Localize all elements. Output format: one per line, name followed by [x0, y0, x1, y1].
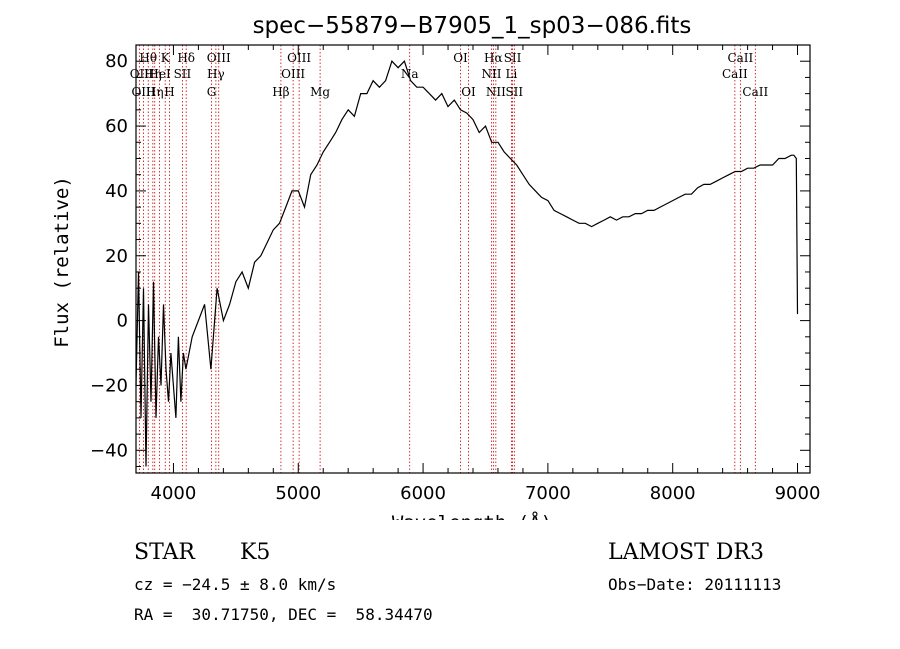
y-tick-label: 0 [117, 311, 128, 332]
y-axis-label: Flux (relative) [51, 176, 73, 348]
reference-line-label: SII [505, 85, 523, 99]
reference-line-label: OI [461, 85, 476, 99]
reference-line-label: H [164, 85, 174, 99]
x-tick-label: 8000 [650, 483, 696, 504]
x-axis-label: Wavelength (Å) [392, 511, 552, 520]
reference-line-label: Li [506, 67, 518, 81]
reference-line-label: OII [130, 67, 150, 81]
reference-line-label: Hβ [272, 85, 289, 99]
reference-line-label: CaII [727, 51, 753, 65]
x-tick-label: 7000 [525, 483, 571, 504]
reference-line-label: OIII [287, 51, 311, 65]
reference-line-label: Hγ [207, 67, 225, 81]
y-tick-label: −20 [90, 375, 128, 396]
reference-lines [138, 45, 756, 473]
reference-line-label: CaII [722, 67, 748, 81]
reference-line-label: G [207, 85, 217, 99]
object-class: STAR [134, 540, 195, 565]
reference-line-label: Mg [310, 85, 330, 99]
x-tick-label: 6000 [400, 483, 446, 504]
y-tick-label: 20 [105, 246, 128, 267]
reference-line-label: OIII [207, 51, 231, 65]
spectrum-chart: spec−55879−B7905_1_sp03−086.fits Hθ K Hδ OI… [51, 13, 821, 520]
x-tick-label: 9000 [775, 483, 821, 504]
y-tick-label: 80 [105, 51, 128, 72]
y-axis: −40 −20 0 20 40 60 80 [90, 44, 810, 468]
reference-line-label: HeI [148, 67, 171, 81]
reference-line-label: OIII [131, 85, 155, 99]
reference-line-label: Hθ [139, 51, 157, 65]
reference-line-label: OI [453, 51, 468, 65]
reference-line-label: Hα [484, 51, 503, 65]
reference-line-label: K [161, 51, 171, 65]
reference-line-label: NII [486, 85, 506, 99]
chart-title: spec−55879−B7905_1_sp03−086.fits [253, 13, 692, 39]
reference-line-label: Hη [144, 67, 162, 81]
reference-line-label: NII [481, 67, 501, 81]
spectral-subclass: K5 [240, 540, 271, 565]
y-tick-label: 60 [105, 116, 128, 137]
reference-line-label: SII [174, 67, 192, 81]
reference-line-label: Hδ [177, 51, 195, 65]
observation-date: Obs−Date: 20111113 [608, 575, 782, 594]
x-tick-label: 5000 [275, 483, 321, 504]
survey-name: LAMOST DR3 [608, 540, 764, 565]
redshift-velocity: cz = −24.5 ± 8.0 km/s [134, 575, 337, 594]
reference-line-label: CaII [742, 85, 768, 99]
reference-line-label: SII [504, 51, 522, 65]
x-tick-label: 4000 [151, 483, 197, 504]
coordinates: RA = 30.71750, DEC = 58.34470 [134, 605, 433, 624]
spectrum-line [135, 60, 799, 467]
plot-frame [135, 44, 811, 474]
y-tick-label: −40 [90, 440, 128, 461]
reference-line-label: OIII [281, 67, 305, 81]
reference-line-label: Na [401, 67, 419, 81]
reference-line-label: Hη [146, 85, 164, 99]
y-tick-label: 40 [105, 181, 128, 202]
x-axis: 4000 5000 6000 7000 8000 9000 [151, 45, 821, 504]
